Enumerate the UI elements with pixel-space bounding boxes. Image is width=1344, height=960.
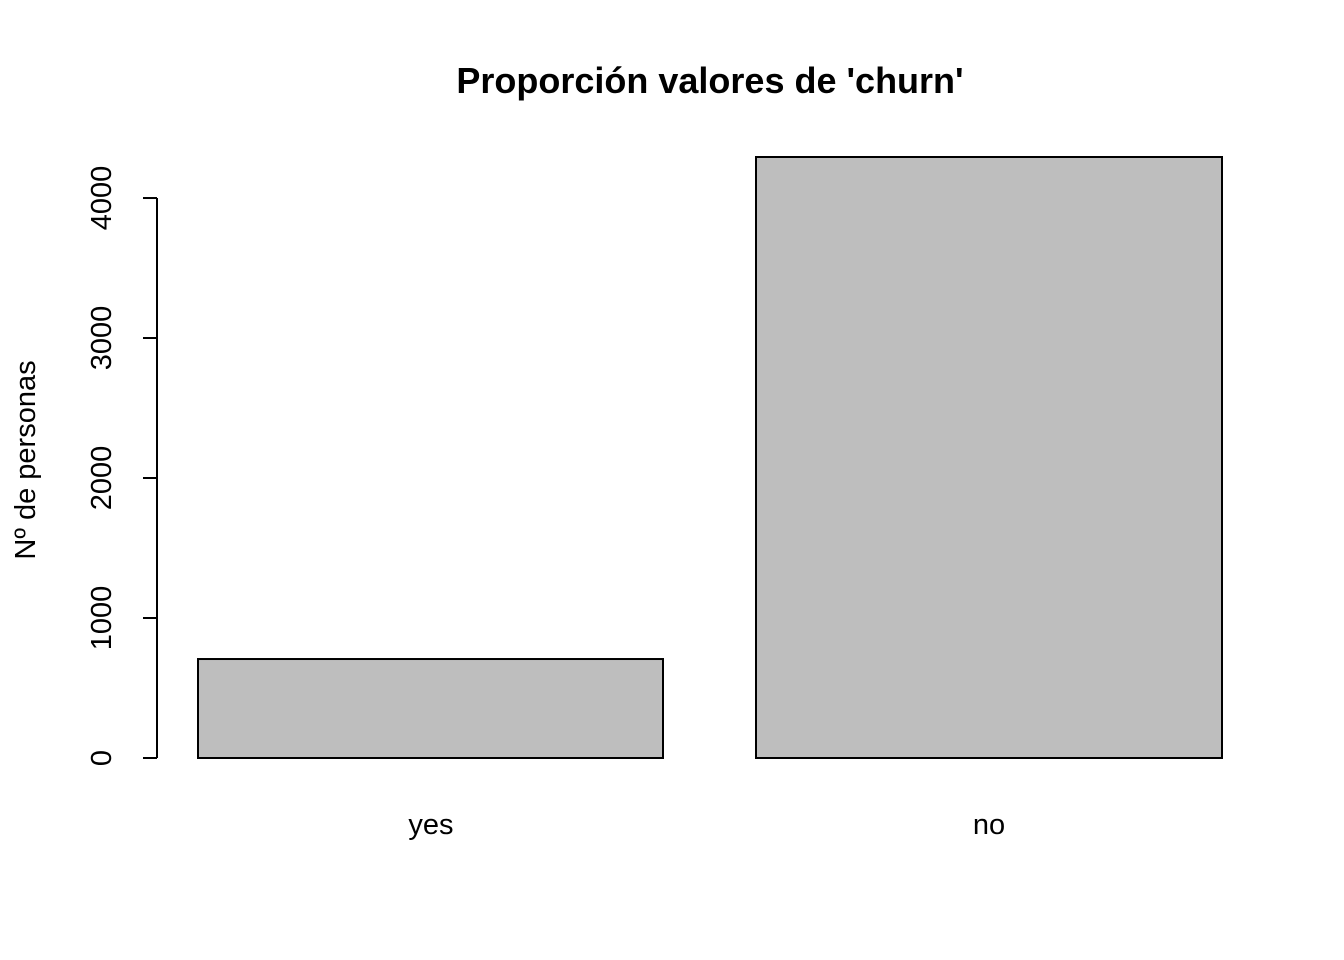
bar-no bbox=[755, 156, 1223, 759]
y-axis: 0 1000 2000 3000 4000 bbox=[86, 166, 158, 766]
y-axis-label: Nº de personas bbox=[10, 360, 42, 559]
x-category-label: no bbox=[973, 809, 1005, 841]
y-tick-label: 0 bbox=[86, 750, 118, 766]
y-tick-label: 1000 bbox=[86, 586, 118, 651]
x-axis-labels: yes no bbox=[408, 809, 1005, 841]
y-tick-label: 4000 bbox=[86, 166, 118, 231]
x-category-label: yes bbox=[408, 809, 453, 841]
chart-title: Proporción valores de 'churn' bbox=[456, 60, 963, 101]
y-tick-label: 3000 bbox=[86, 306, 118, 371]
bar-yes bbox=[197, 658, 664, 760]
bars-group bbox=[197, 156, 1223, 760]
y-tick-label: 2000 bbox=[86, 446, 118, 511]
